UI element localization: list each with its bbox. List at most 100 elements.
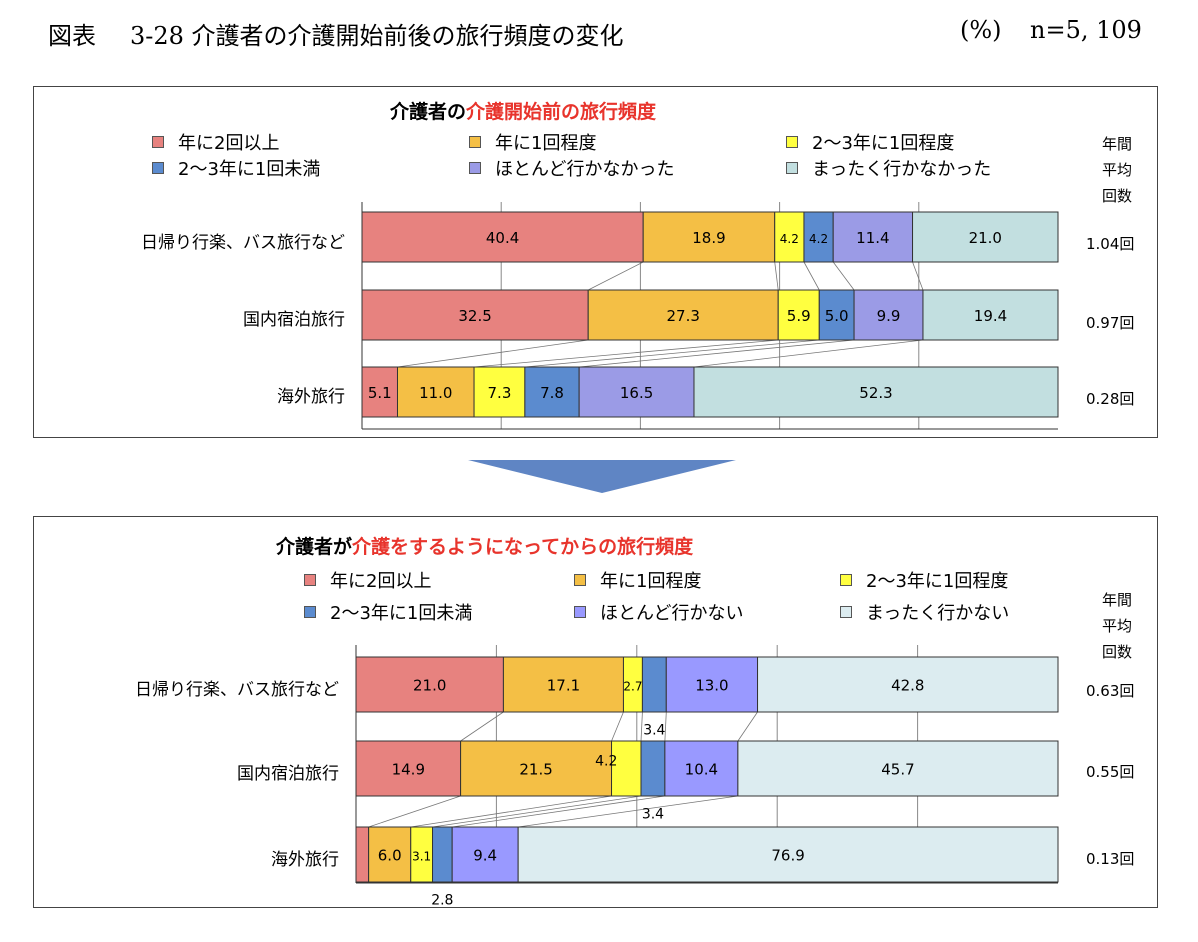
legend-item: ほとんど行かなかった: [469, 155, 674, 181]
data-label: 76.9: [771, 847, 804, 865]
legend-item: 年に2回以上: [304, 567, 431, 593]
data-label: 5.9: [787, 307, 811, 325]
connector-line: [912, 261, 924, 291]
annual-header-line: 平均: [1102, 617, 1133, 635]
legend-swatch: [840, 606, 852, 618]
legend-item: 2～3年に1回程度: [786, 129, 954, 155]
annual-header-line: 平均: [1102, 161, 1133, 179]
unit-label: (%): [960, 16, 1002, 44]
bar-segment: [587, 289, 779, 341]
connector-line: [368, 795, 461, 828]
bar-segment: [640, 740, 666, 797]
figure-label: 図表: [48, 22, 96, 50]
stacked-bar-chart-after: 21.0 17.1 2.7 3.4 13.0 42.8 14.9 21.5 4.2 3.4 10.4…: [355, 645, 1059, 907]
legend-label: 年に2回以上: [330, 571, 432, 592]
connector-line: [432, 795, 642, 828]
bar-segment: [361, 289, 589, 341]
legend-swatch: [574, 606, 586, 618]
data-label: 9.9: [877, 307, 901, 325]
legend-label: ほとんど行かない: [600, 603, 744, 624]
connector-line: [579, 339, 855, 368]
bar-segment: [642, 211, 776, 263]
row-label: 日帰り行楽、バス旅行など: [141, 233, 345, 253]
bar-segment: [355, 656, 504, 713]
connector-line: [588, 261, 644, 291]
data-label: 21.0: [413, 677, 446, 695]
row-label: 海外旅行: [271, 850, 339, 870]
connector-line: [803, 261, 820, 291]
data-label: 19.4: [974, 307, 1007, 325]
connector-line: [640, 711, 643, 742]
annual-average-value: 0.28回: [1086, 390, 1135, 408]
data-label: 11.4: [856, 229, 889, 247]
bar-segment: [853, 289, 924, 341]
connector-line: [452, 795, 665, 828]
connector-line: [460, 711, 504, 742]
bar-segment: [818, 289, 855, 341]
stacked-bar-chart-before: 40.4 18.9 4.2 4.2 11.4 21.0 32.5 27.3 5.9 5.0 9.9 1…: [361, 202, 1059, 430]
legend-item: 年に2回以上: [152, 129, 279, 155]
legend-label: 2～3年に1回未満: [330, 603, 473, 624]
panel-title-red: 介護開始前の旅行頻度: [466, 101, 657, 123]
legend-swatch: [152, 136, 164, 148]
data-label: 16.5: [620, 384, 653, 402]
bar-segment: [693, 366, 1059, 418]
bar-segment: [912, 211, 1059, 263]
legend-swatch: [152, 162, 164, 174]
data-label: 45.7: [881, 761, 914, 779]
connector-line: [474, 339, 779, 368]
annual-header-line: 回数: [1102, 187, 1133, 205]
bar-segment: [460, 740, 613, 797]
data-label: 10.4: [685, 761, 718, 779]
panel-title: 介護者の介護開始前の旅行頻度: [390, 97, 656, 124]
annual-header-line: 年間: [1102, 135, 1133, 153]
figure-title: 3-28 介護者の介護開始前後の旅行頻度の変化: [130, 22, 624, 50]
legend-swatch: [840, 574, 852, 586]
bar-segment: [502, 656, 624, 713]
annual-average-value: 0.97回: [1086, 314, 1135, 332]
connector-line: [524, 339, 820, 368]
data-label: 4.2: [595, 754, 617, 770]
legend-swatch: [786, 162, 798, 174]
legend-label: 年に2回以上: [178, 133, 280, 154]
connector-line: [693, 339, 924, 368]
data-label: 52.3: [859, 384, 892, 402]
connector-line: [611, 711, 624, 742]
legend-swatch: [469, 136, 481, 148]
legend-label: ほとんど行かなかった: [495, 159, 675, 180]
bar-segment: [832, 211, 914, 263]
data-label: 5.0: [825, 307, 849, 325]
annual-average-header: 年間 平均 回数: [1102, 587, 1132, 665]
legend-item: ほとんど行かない: [574, 599, 743, 625]
bar-segment: [361, 211, 644, 263]
legend-item: 年に1回程度: [469, 129, 596, 155]
panel-title: 介護者が介護をするようになってからの旅行頻度: [276, 532, 693, 559]
annual-average-header: 年間 平均 回数: [1102, 131, 1132, 209]
annual-header-line: 回数: [1102, 643, 1133, 661]
legend-label: まったく行かなかった: [812, 159, 992, 180]
bar-segment: [432, 826, 453, 883]
data-label: 4.2: [780, 232, 799, 246]
bar-segment: [611, 740, 642, 797]
row-label: 国内宿泊旅行: [237, 764, 339, 784]
sample-size: n=5, 109: [1030, 16, 1142, 44]
data-label: 18.9: [692, 229, 725, 247]
data-label: 40.4: [486, 229, 519, 247]
data-label: 3.1: [412, 850, 431, 864]
chart-panel-after: 介護者が介護をするようになってからの旅行頻度 年に2回以上 年に1回程度 2～3…: [33, 516, 1158, 908]
bar-segment: [368, 826, 412, 883]
connector-line: [410, 795, 612, 828]
data-label: 7.3: [488, 384, 512, 402]
bar-segment: [665, 656, 759, 713]
panel-title-red: 介護をするようになってからの旅行頻度: [352, 536, 694, 558]
data-label: 32.5: [458, 307, 491, 325]
data-label: 11.0: [419, 384, 452, 402]
bar-segment: [757, 656, 1059, 713]
data-label: 13.0: [695, 677, 728, 695]
legend-label: 年に1回程度: [600, 571, 702, 592]
row-label: 日帰り行楽、バス旅行など: [135, 680, 339, 700]
bar-segment: [803, 211, 834, 263]
panel-title-black: 介護者が: [276, 536, 353, 558]
bar-segment: [578, 366, 695, 418]
connector-line: [664, 711, 667, 742]
